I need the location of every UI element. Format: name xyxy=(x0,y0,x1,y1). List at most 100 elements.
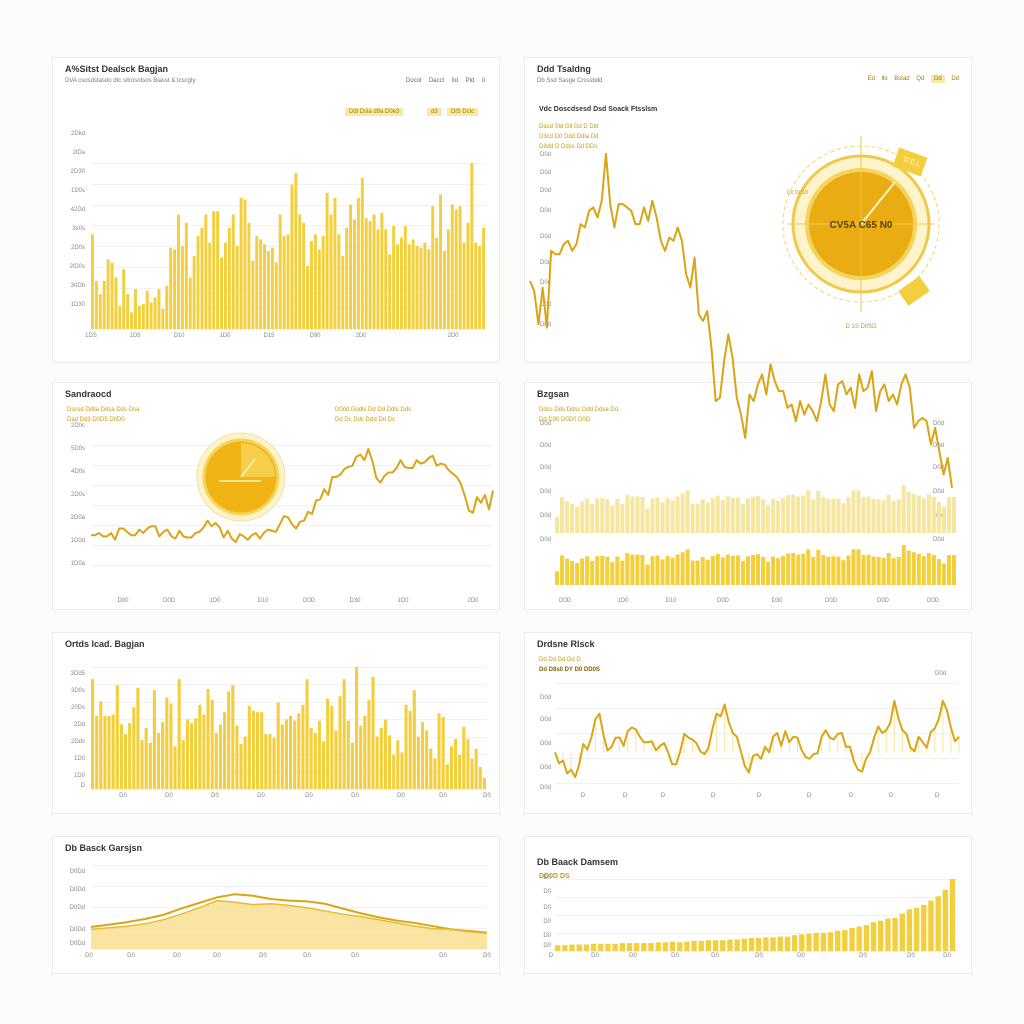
chip-1[interactable]: Ddl Dsla d9a D0e3 xyxy=(345,108,404,116)
bar xyxy=(761,557,766,585)
bar xyxy=(200,227,204,329)
control-3[interactable]: Bstad xyxy=(894,76,910,82)
control-6[interactable]: Dd xyxy=(951,76,959,82)
bar xyxy=(685,549,690,585)
gauge-badge: D 1S D0SD xyxy=(845,324,877,330)
bar xyxy=(886,553,891,585)
control-1[interactable]: Ed xyxy=(867,76,875,82)
bar xyxy=(380,212,384,329)
ghost-bar xyxy=(931,497,936,533)
bar xyxy=(231,214,235,329)
bar xyxy=(856,549,861,585)
bar xyxy=(392,226,396,329)
bar xyxy=(140,740,144,789)
x-tick: D0D xyxy=(558,598,571,604)
ghost-bar xyxy=(836,498,841,533)
control-1[interactable]: Docol xyxy=(405,78,422,84)
chart-panel-4: Bzgsan Ddss Dds Ddsc Ddd Ddsa Dd Dd D30 … xyxy=(524,382,972,610)
ghost-bar xyxy=(595,498,600,533)
chart-controls: Docol Dacct lld Pld ti xyxy=(400,78,485,84)
x-tick: D xyxy=(660,793,666,799)
bar xyxy=(309,728,313,789)
bar xyxy=(619,943,625,951)
y-tick: D0Dd xyxy=(69,941,85,947)
y-tick: 42Dd xyxy=(70,207,85,213)
ghost-bar xyxy=(680,493,685,533)
ghost-bar xyxy=(796,496,801,533)
bar xyxy=(173,249,177,329)
bar xyxy=(368,221,372,329)
bar xyxy=(118,305,122,329)
chart-panel-7: Db Basck Garsjsn D0Dd D0Dd D0Dd D0Dd D0D… xyxy=(52,836,500,974)
bar xyxy=(662,942,669,951)
bar xyxy=(376,229,380,329)
bar xyxy=(185,719,189,789)
legend-right: D0dd Dodls Dd Dd Ddls Dds Dd Dc Ddc Ddd … xyxy=(335,405,411,425)
ghost-bar xyxy=(856,490,861,533)
bar xyxy=(204,214,208,329)
x-tick: D xyxy=(806,793,812,799)
bar xyxy=(141,304,145,329)
ghost-bar xyxy=(575,506,580,533)
bar xyxy=(102,280,106,329)
x-tick: D0 xyxy=(755,953,763,959)
ghost-bar xyxy=(776,500,781,533)
bar xyxy=(216,211,220,329)
y-tick: D0d xyxy=(539,280,551,286)
control-3[interactable]: lld xyxy=(451,78,458,84)
control-4[interactable]: Pld xyxy=(465,78,475,84)
y-tick: 1D0d xyxy=(70,538,85,544)
ghost-bar xyxy=(886,494,891,533)
bar xyxy=(705,940,712,951)
control-5[interactable]: Dd xyxy=(930,75,945,83)
bar xyxy=(359,725,363,789)
legend-item: Dad Dd3 D0D5 D0D0 xyxy=(67,417,125,423)
x-tick: D0 xyxy=(859,953,867,959)
bar xyxy=(264,734,268,789)
bar xyxy=(816,549,821,585)
bar xyxy=(363,715,367,789)
x-tick: D0 xyxy=(351,953,359,959)
bar xyxy=(266,250,270,329)
bar xyxy=(605,556,610,585)
y-tick: D0d xyxy=(539,322,551,328)
chip-3[interactable]: DlS Dclc xyxy=(447,108,479,116)
bar xyxy=(437,713,441,789)
bar xyxy=(317,249,321,329)
chip-2[interactable]: d3 xyxy=(427,108,442,116)
bar xyxy=(196,236,200,329)
bar xyxy=(263,244,267,329)
bar xyxy=(145,290,149,329)
legend-item: Dd Dd Dd Dd D xyxy=(539,657,581,663)
x-tick: D0 xyxy=(439,793,447,799)
bar xyxy=(208,242,212,329)
legend-item: Dd D30 D0D0 D0D xyxy=(539,417,591,423)
x-tick: 2D0 xyxy=(355,333,367,339)
bar xyxy=(169,703,173,789)
y-tick: D0 xyxy=(543,943,551,949)
control-2[interactable]: Dacct xyxy=(428,78,445,84)
bar xyxy=(562,945,568,951)
bar xyxy=(446,229,450,329)
bar xyxy=(132,707,136,789)
chart-title: Ddd Tsaldng xyxy=(537,64,591,74)
bar xyxy=(896,557,901,585)
y-tick: 3Dd5 xyxy=(70,671,85,677)
x-tick: D00 xyxy=(117,598,129,604)
ghost-bar xyxy=(750,497,755,533)
y-tick: D0d xyxy=(539,537,551,543)
bar xyxy=(641,943,647,951)
series-line xyxy=(554,699,960,779)
y-tick: D0d xyxy=(539,260,551,266)
bar xyxy=(715,553,720,585)
x-tick: D0 xyxy=(259,953,267,959)
bar xyxy=(400,752,404,789)
bar xyxy=(750,555,755,585)
control-5[interactable]: ti xyxy=(482,78,485,84)
bar xyxy=(598,943,604,951)
ghost-bar xyxy=(926,494,931,533)
control-4[interactable]: Qd xyxy=(916,76,925,82)
control-2[interactable]: llo xyxy=(881,76,888,82)
ghost-bar xyxy=(565,501,570,533)
bar xyxy=(260,712,264,789)
